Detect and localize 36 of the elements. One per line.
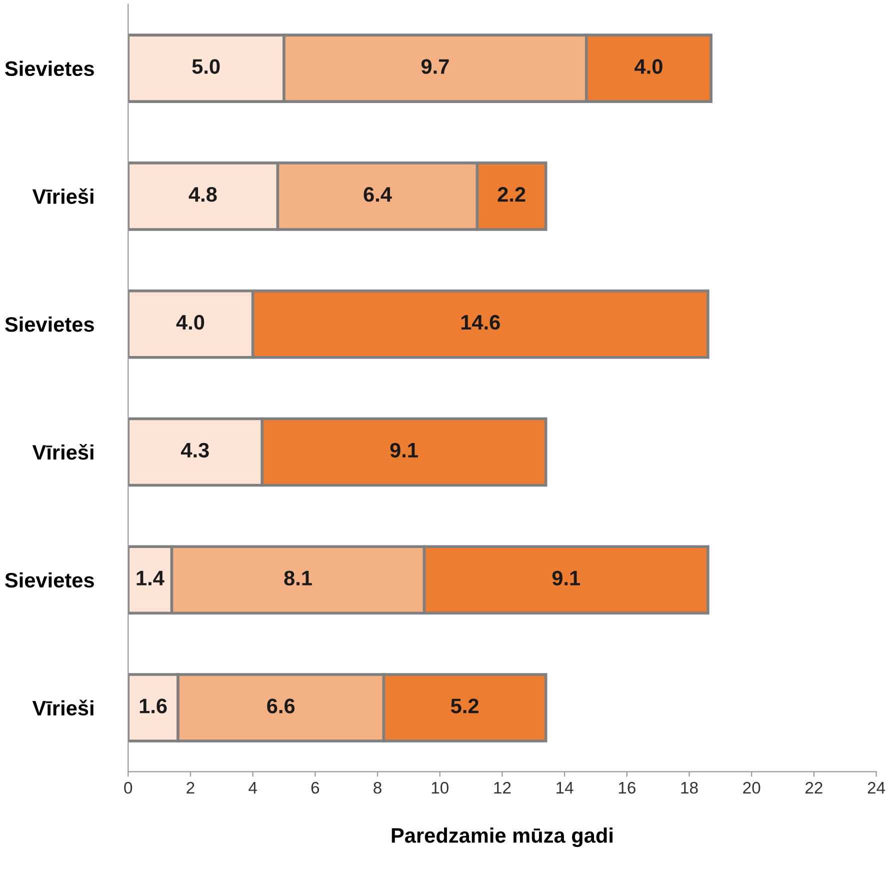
data-label: 4.3 <box>180 442 209 458</box>
x-tick-label: 2 <box>186 782 194 794</box>
x-tick-label: 20 <box>743 782 760 794</box>
y-tick-label: Vīrieši <box>32 444 94 460</box>
y-tick-label: Vīrieši <box>32 188 94 204</box>
y-tick-label: Vīrieši <box>32 700 94 716</box>
data-label: 8.1 <box>284 570 312 586</box>
data-label: 5.0 <box>192 59 220 74</box>
x-tick-label: 14 <box>556 782 574 794</box>
y-tick-label: Sievietes <box>5 316 94 332</box>
x-axis-title: Paredzamie mūza gadi <box>392 828 612 848</box>
data-label: 4.0 <box>634 59 662 74</box>
data-label: 4.8 <box>188 187 217 202</box>
x-tick-label: 22 <box>806 782 822 794</box>
x-tick-label: 12 <box>494 782 511 794</box>
data-label: 9.1 <box>390 442 418 458</box>
x-tick-label: 0 <box>124 782 132 794</box>
x-tick-label: 6 <box>311 782 320 794</box>
data-label: 5.2 <box>450 698 478 714</box>
data-label: 9.1 <box>552 570 580 586</box>
x-tick-label: 16 <box>618 782 636 794</box>
data-label: 1.4 <box>136 570 164 586</box>
data-label: 2.2 <box>498 187 526 202</box>
x-tick-label: 4 <box>248 782 257 794</box>
x-tick-label: 10 <box>432 782 448 794</box>
data-label: 6.6 <box>267 698 295 714</box>
data-label: 1.6 <box>140 698 167 714</box>
x-tick-label: 24 <box>868 782 886 794</box>
data-label: 9.7 <box>421 59 449 74</box>
data-label: 14.6 <box>461 314 500 330</box>
y-tick-label: Sievietes <box>5 572 94 588</box>
x-tick-label: 8 <box>374 782 382 794</box>
y-tick-label: Sievietes <box>5 60 94 76</box>
data-label: 4.0 <box>176 314 204 330</box>
data-label: 6.4 <box>364 187 392 202</box>
x-tick-label: 18 <box>681 782 698 794</box>
